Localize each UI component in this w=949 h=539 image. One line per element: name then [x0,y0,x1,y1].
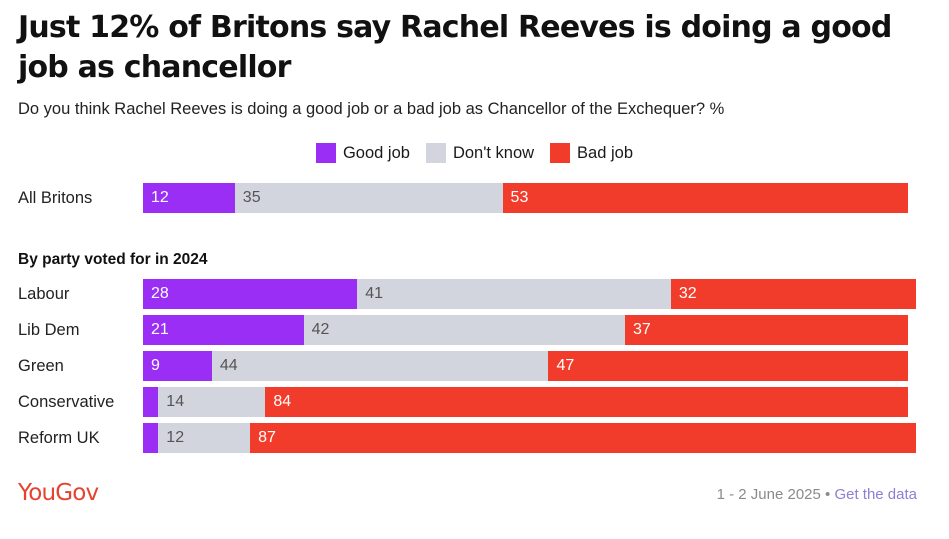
bar-good-job-green [143,351,212,381]
bar-good-job-labour [143,279,358,309]
bar-bad-job-all-britons [502,183,908,213]
bar-good-job-reform-uk [143,423,159,453]
data-label-good-job-labour: 28 [151,285,169,302]
row-label-lib-dem: Lib Dem [18,321,80,339]
data-label-good-job-green: 9 [151,357,160,374]
bar-bad-job-labour [670,279,916,309]
data-label-dont-know-green: 44 [219,357,238,374]
bar-row-reform-uk: 12 87 [143,423,916,453]
data-label-bad-job-reform-uk: 87 [258,429,276,446]
bar-dont-know-all-britons [234,183,503,213]
bar-row-lib-dem: 21 42 37 [143,315,908,345]
data-label-dont-know-lib-dem: 42 [311,321,330,338]
bar-bad-job-conservative [265,387,908,417]
legend-item-good-job: Good job [315,143,410,163]
row-label-reform-uk: Reform UK [18,429,100,447]
data-label-bad-job-labour: 32 [678,285,697,302]
bar-row-green: 9 44 47 [143,351,908,381]
data-label-good-job-all-britons: 12 [151,189,169,206]
data-label-bad-job-conservative: 84 [273,393,292,410]
bar-bad-job-lib-dem [624,315,908,345]
legend-label-good-job: Good job [342,143,410,162]
chart-legend: Good job Don't know Bad job [0,143,949,163]
chart-subtitle: Do you think Rachel Reeves is doing a go… [18,100,725,118]
bar-good-job-all-britons [143,183,235,213]
data-label-dont-know-reform-uk: 12 [166,429,185,446]
legend-label-bad-job: Bad job [577,143,634,162]
data-label-dont-know-labour: 41 [365,285,383,302]
data-label-bad-job-all-britons: 53 [510,189,529,206]
bar-good-job-lib-dem [143,315,304,345]
row-label-conservative: Conservative [18,393,115,411]
data-label-bad-job-lib-dem: 37 [632,321,651,338]
bar-row-all-britons: 12 35 53 [143,183,908,213]
chart-title: Just 12% of Britons say Rachel Reeves is… [18,10,892,85]
data-label-bad-job-green: 47 [556,357,575,374]
legend-swatch-dont-know [425,143,446,163]
bar-row-conservative: 14 84 [143,387,908,417]
data-label-good-job-lib-dem: 21 [151,321,169,338]
bar-bad-job-reform-uk [250,423,916,453]
footer-date: 1 - 2 June 2025 [716,486,821,503]
legend-swatch-good-job [315,143,336,163]
footer-source: 1 - 2 June 2025 • Get the data [717,486,917,503]
footer-separator: • [820,486,835,503]
bar-row-labour: 28 41 32 [143,279,916,309]
get-the-data-link[interactable]: Get the data [834,486,917,503]
row-label-all-britons: All Britons [18,189,93,207]
yougov-logo: YouGov [18,480,99,506]
legend-item-bad-job: Bad job [550,143,633,163]
row-label-green: Green [18,357,64,375]
legend-item-dont-know: Don't know [425,143,535,163]
bar-dont-know-green [211,351,549,381]
bar-dont-know-labour [357,279,671,309]
bar-bad-job-green [548,351,908,381]
legend-swatch-bad-job [550,143,571,163]
bar-dont-know-conservative [158,387,266,417]
bar-dont-know-reform-uk [158,423,251,453]
bar-good-job-conservative [143,387,159,417]
group-label-party: By party voted for in 2024 [18,251,208,268]
row-label-labour: Labour [18,285,70,303]
legend-label-dont-know: Don't know [452,143,535,162]
bar-dont-know-lib-dem [303,315,625,345]
data-label-dont-know-conservative: 14 [166,393,185,410]
data-label-dont-know-all-britons: 35 [242,189,261,206]
